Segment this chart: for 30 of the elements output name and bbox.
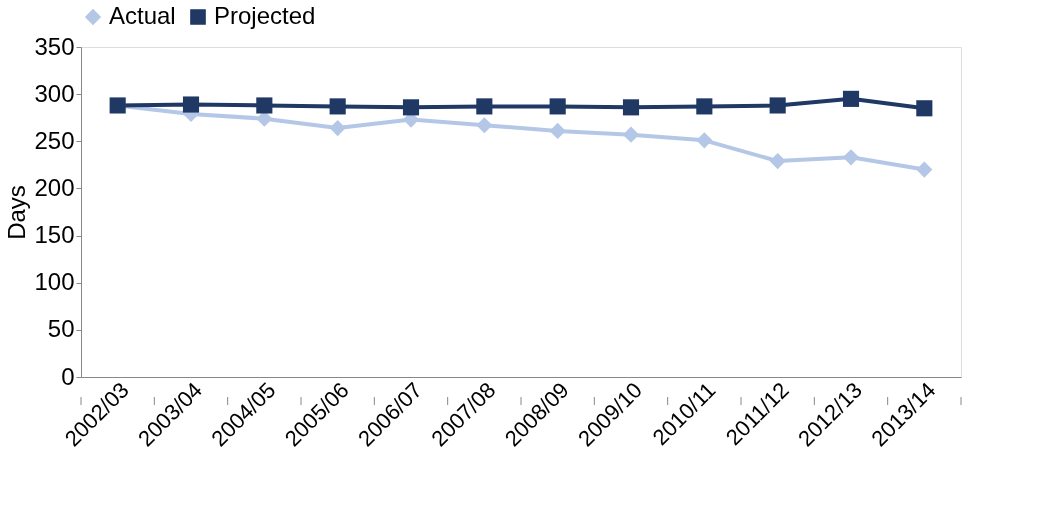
y-tick-label: 0 <box>61 362 75 390</box>
legend-label: Actual <box>109 2 176 29</box>
y-axis-title: Days <box>3 185 31 240</box>
point <box>402 99 420 116</box>
y-tick-label: 100 <box>34 268 75 296</box>
point <box>842 149 860 166</box>
y-tick-label: 350 <box>34 32 75 60</box>
point <box>769 97 786 114</box>
legend-label: Projected <box>214 2 316 29</box>
point <box>256 97 273 114</box>
point <box>549 122 566 139</box>
y-tick-label: 300 <box>34 79 75 107</box>
y-tick-label: 150 <box>34 221 75 249</box>
y-tick-label: 200 <box>34 173 75 201</box>
point <box>329 120 346 137</box>
point <box>622 99 640 116</box>
point <box>916 161 933 178</box>
point <box>182 96 200 113</box>
point <box>769 153 786 170</box>
point <box>696 132 713 149</box>
point <box>842 90 860 107</box>
point <box>696 98 713 115</box>
point <box>622 126 640 143</box>
point <box>329 98 346 115</box>
point <box>476 117 493 134</box>
y-tick-label: 50 <box>47 315 75 343</box>
point <box>549 98 566 115</box>
y-tick-label: 250 <box>34 126 75 154</box>
point <box>916 100 933 117</box>
point <box>476 98 493 115</box>
